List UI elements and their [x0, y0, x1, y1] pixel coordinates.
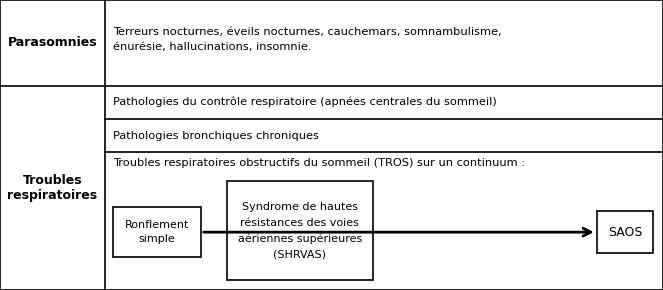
Text: Troubles respiratoires obstructifs du sommeil (TROS) sur un continuum :: Troubles respiratoires obstructifs du so…: [113, 158, 526, 168]
Bar: [113, 207, 201, 257]
Text: Terreurs nocturnes, éveils nocturnes, cauchemars, somnambulisme,
énurésie, hallu: Terreurs nocturnes, éveils nocturnes, ca…: [113, 28, 502, 52]
Bar: [227, 181, 373, 280]
Text: SAOS: SAOS: [608, 226, 642, 239]
Text: Pathologies bronchiques chroniques: Pathologies bronchiques chroniques: [113, 130, 320, 141]
Text: Parasomnies: Parasomnies: [7, 36, 97, 49]
Bar: [597, 211, 653, 253]
Text: Ronflement
simple: Ronflement simple: [125, 220, 190, 244]
Text: Troubles
respiratoires: Troubles respiratoires: [7, 174, 97, 202]
Text: Pathologies du contrôle respiratoire (apnées centrales du sommeil): Pathologies du contrôle respiratoire (ap…: [113, 97, 497, 108]
Text: Syndrome de hautes
résistances des voies
aériennes supérieures
(SHRVAS): Syndrome de hautes résistances des voies…: [237, 202, 362, 260]
